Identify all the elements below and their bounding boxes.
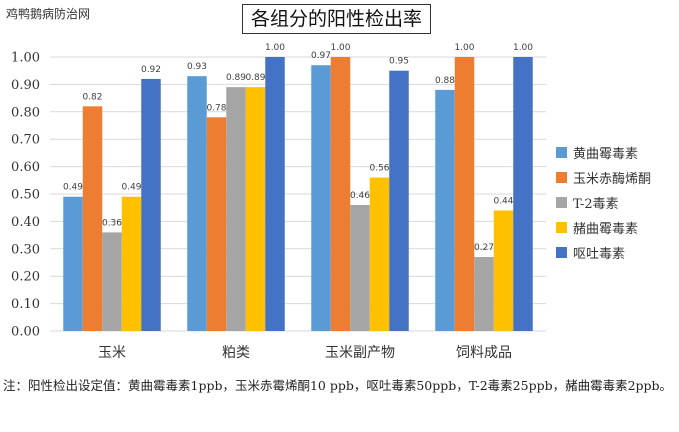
x-tick-label: 饲料成品 (456, 345, 512, 361)
legend-label: 呕吐毒素 (573, 247, 626, 262)
bar (493, 210, 514, 331)
data-label: 0.46 (350, 191, 370, 201)
bar (141, 78, 161, 331)
bar (474, 257, 494, 331)
y-tick-label: 0.10 (11, 297, 40, 312)
legend-label: 玉米赤酶烯酮 (573, 172, 652, 187)
data-label: 0.89 (245, 73, 265, 83)
data-label: 0.49 (63, 183, 83, 193)
data-label: 0.82 (82, 92, 102, 102)
y-tick-label: 0.70 (11, 133, 40, 148)
bar (102, 232, 122, 331)
data-label: 0.56 (369, 164, 389, 174)
legend-swatch (556, 172, 567, 183)
legend-label: 赭曲霉毒素 (573, 222, 639, 237)
data-label: 0.78 (206, 103, 226, 113)
legend-swatch (556, 197, 567, 208)
y-tick-label: 0.90 (11, 78, 40, 93)
data-labels: 0.49 0.93 0.97 0.88 0.82 0.78 1.00 1.00 0.36 0.89… (63, 43, 533, 253)
bar (245, 87, 266, 331)
data-label: 1.00 (330, 43, 350, 53)
y-tick-label: 0.40 (11, 215, 40, 230)
y-tick-label: 0.30 (11, 242, 40, 257)
data-label: 0.36 (102, 218, 122, 228)
bars (63, 57, 533, 332)
x-tick-label: 粕类 (222, 345, 250, 361)
bar (63, 196, 83, 331)
bar (206, 117, 227, 331)
data-label: 0.92 (141, 65, 161, 75)
legend-swatch (556, 247, 567, 258)
y-tick-label: 1.00 (11, 51, 40, 66)
y-tick-label: 0.50 (11, 188, 40, 203)
bar-chart: 0.00 0.10 0.20 0.30 0.40 0.50 0.60 0.70 0.80 0.90… (11, 43, 546, 361)
footnote: 注：阳性检出设定值：黄曲霉毒素1ppb，玉米赤霉烯酮10 ppb，呕吐毒素50p… (3, 378, 673, 393)
data-label: 1.00 (265, 43, 285, 53)
legend-item: 玉米赤酶烯酮 (556, 165, 651, 190)
legend-item: T-2毒素 (556, 190, 651, 215)
legend-swatch (556, 147, 567, 158)
data-label: 0.44 (493, 196, 513, 206)
y-tick-label: 0.80 (11, 105, 40, 120)
x-tick-label: 玉米副产物 (325, 345, 395, 361)
legend-swatch (556, 222, 567, 233)
legend-item: 黄曲霉毒素 (556, 140, 651, 165)
data-label: 0.95 (389, 57, 409, 67)
bar (435, 89, 455, 331)
y-axis-ticks: 0.00 0.10 0.20 0.30 0.40 0.50 0.60 0.70 0.80 0.90… (11, 51, 40, 340)
data-label: 0.27 (474, 243, 494, 253)
chart-legend: 黄曲霉毒素 玉米赤酶烯酮 T-2毒素 赭曲霉毒素 呕吐毒素 (556, 140, 651, 265)
bar (389, 70, 409, 331)
bar (311, 65, 331, 331)
x-axis-ticks: 玉米 粕类 玉米副产物 饲料成品 (98, 345, 512, 361)
bar (82, 106, 103, 331)
bar (513, 57, 533, 331)
data-label: 0.97 (311, 51, 331, 61)
data-label: 0.89 (226, 73, 246, 83)
legend-label: T-2毒素 (573, 197, 619, 212)
bar (454, 57, 475, 331)
bar (330, 57, 351, 331)
chart-title: 各组分的阳性检出率 (242, 4, 432, 34)
bar (369, 177, 390, 331)
legend-item: 呕吐毒素 (556, 240, 651, 265)
y-tick-label: 0.00 (11, 325, 40, 340)
bar (350, 204, 370, 331)
data-label: 0.88 (435, 76, 455, 86)
data-label: 0.93 (187, 62, 207, 72)
data-label: 1.00 (454, 43, 474, 53)
bar (187, 76, 207, 332)
data-label: 0.49 (121, 183, 141, 193)
bar (121, 196, 142, 331)
y-tick-label: 0.60 (11, 160, 40, 175)
watermark-text: 鸡鸭鹅病防治网 (6, 7, 91, 21)
legend-item: 赭曲霉毒素 (556, 215, 651, 240)
y-tick-label: 0.20 (11, 270, 40, 285)
bar (265, 57, 285, 331)
data-label: 1.00 (513, 43, 533, 53)
legend-label: 黄曲霉毒素 (573, 147, 639, 162)
bar (226, 87, 246, 331)
x-tick-label: 玉米 (98, 345, 126, 361)
